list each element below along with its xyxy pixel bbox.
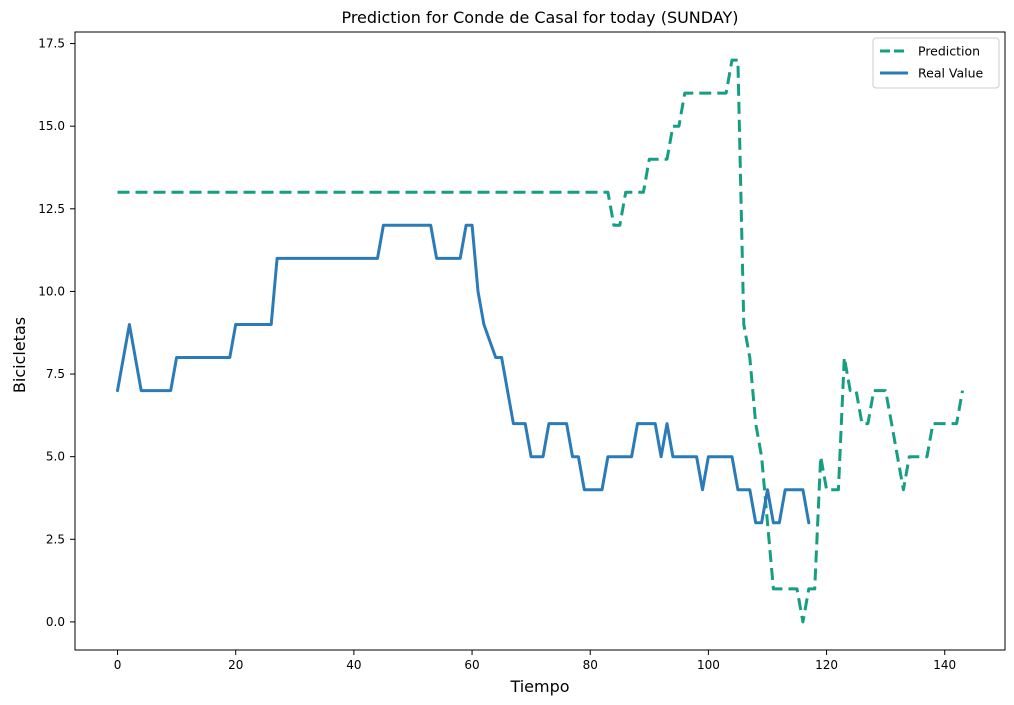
y-tick-label: 2.5: [46, 532, 65, 546]
x-tick-label: 20: [228, 658, 243, 672]
y-tick-label: 0.0: [46, 615, 65, 629]
y-axis-label: Bicicletas: [10, 317, 29, 393]
x-tick-label: 100: [697, 658, 720, 672]
x-tick-label: 40: [346, 658, 361, 672]
x-tick-label: 80: [583, 658, 598, 672]
x-tick-label: 0: [114, 658, 122, 672]
legend-label: Prediction: [918, 44, 980, 59]
y-tick-label: 12.5: [38, 202, 65, 216]
x-tick-label: 120: [815, 658, 838, 672]
legend-label: Real Value: [918, 66, 984, 81]
x-axis-label: Tiempo: [509, 677, 569, 696]
series-layer: [116, 58, 964, 624]
plot-frame: [74, 31, 1006, 651]
plot-area: [74, 31, 1006, 651]
axes-layer: 0 20 40 60 80 100 120 140 0.0 2.5 5.0 7.5 10.0 12.5 15…: [38, 37, 956, 672]
y-tick-label: 5.0: [46, 450, 65, 464]
legend: Prediction Real Value: [872, 37, 1000, 89]
y-tick-label: 7.5: [46, 367, 65, 381]
legend-box: [872, 37, 1000, 89]
series-line-real-value: [116, 223, 811, 525]
x-tick-label: 60: [464, 658, 479, 672]
series-line-prediction: [117, 58, 964, 624]
y-tick-label: 15.0: [38, 119, 65, 133]
y-tick-label: 17.5: [38, 37, 65, 51]
x-tick-label: 140: [933, 658, 956, 672]
chart-title: Prediction for Conde de Casal for today …: [341, 8, 738, 27]
y-tick-label: 10.0: [38, 284, 65, 298]
